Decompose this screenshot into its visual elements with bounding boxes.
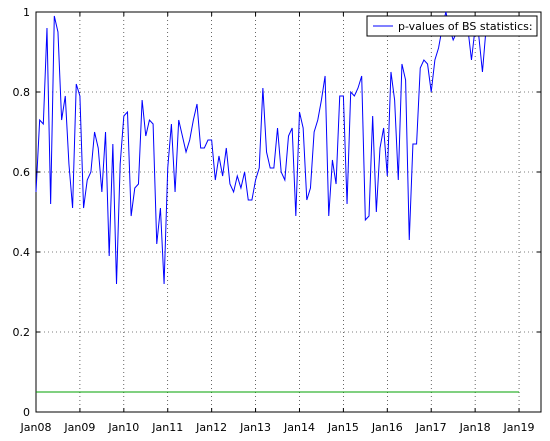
legend-box [366, 15, 538, 37]
x-tick-label: Jan16 [371, 421, 403, 434]
x-tick-label: Jan12 [195, 421, 227, 434]
plot-area [35, 11, 542, 413]
x-tick-label: Jan15 [327, 421, 359, 434]
series-layer [35, 11, 520, 393]
x-tick-label: Jan10 [107, 421, 139, 434]
y-tick-label: 0.6 [13, 166, 31, 179]
x-tick-label: Jan19 [503, 421, 535, 434]
y-tick-label: 0.8 [13, 86, 31, 99]
x-tick-label: Jan11 [151, 421, 183, 434]
legend: p-values of BS statistics: [366, 15, 538, 37]
y-tick-label: 0.2 [13, 326, 31, 339]
x-tick-label: Jan13 [239, 421, 271, 434]
series-line-pvalues [35, 11, 516, 285]
x-tick-label: Jan14 [283, 421, 315, 434]
y-tick-label: 1 [23, 6, 30, 19]
y-tick-label: 0.4 [13, 246, 31, 259]
x-tick-label: Jan09 [63, 421, 95, 434]
y-tick-label: 0 [23, 406, 30, 419]
x-tick-label: Jan17 [415, 421, 447, 434]
x-tick-label: Jan18 [459, 421, 491, 434]
axes-labels: 0 0.2 0.4 0.6 0.8 1 Jan08 Jan09 Jan10 Jan11 Jan12 J… [13, 6, 541, 434]
legend-label: p-values of BS statistics: [398, 20, 533, 33]
x-tick-label: Jan08 [20, 421, 52, 434]
